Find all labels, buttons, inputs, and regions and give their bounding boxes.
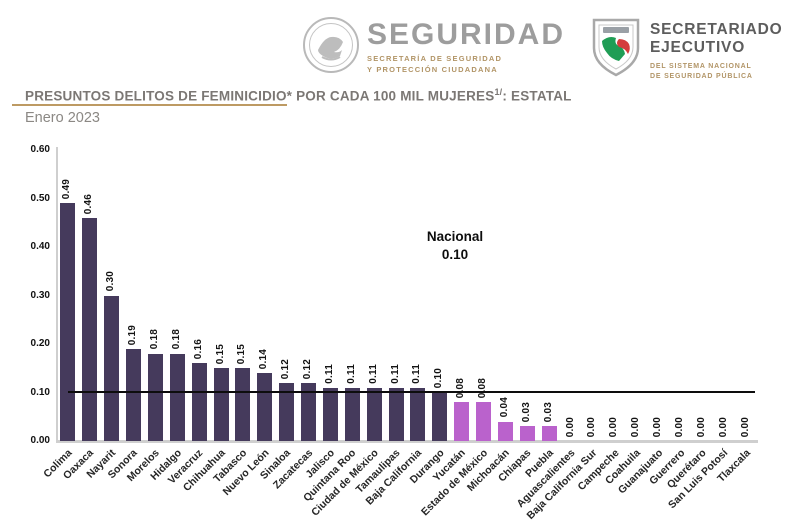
bar-value-label: 0.00 (652, 416, 664, 437)
bar (366, 387, 382, 441)
bar-value-label: 0.00 (739, 416, 751, 437)
bar (169, 353, 185, 441)
secretariado-wordmark: SECRETARIADO EJECUTIVO (650, 21, 783, 56)
y-axis-tick-label: 0.10 (30, 386, 50, 398)
bar-value-label: 0.03 (542, 402, 554, 423)
bar-value-label: 0.12 (302, 358, 314, 379)
bar (388, 387, 404, 441)
bar (301, 382, 317, 441)
bar-value-label: 0.49 (61, 179, 73, 200)
bar-value-label: 0.19 (127, 324, 139, 345)
bar (257, 373, 273, 441)
bar (519, 426, 535, 441)
bar-value-label: 0.00 (608, 416, 620, 437)
y-axis-tick-label: 0.00 (30, 435, 50, 446)
bar-value-label: 0.16 (192, 339, 204, 360)
bar (410, 387, 426, 441)
secretariado-caption: DEL SISTEMA NACIONAL DE SEGURIDAD PÚBLIC… (650, 62, 753, 81)
bar (454, 402, 470, 441)
bar (497, 421, 513, 441)
bar-value-label: 0.03 (520, 402, 532, 423)
y-axis-line (56, 147, 58, 442)
bar-value-label: 0.18 (170, 329, 182, 350)
bar (82, 217, 98, 441)
national-annotation-value: 0.10 (441, 247, 469, 263)
bar-value-label: 0.11 (367, 363, 379, 384)
bar-value-label: 0.00 (717, 416, 729, 437)
bar (126, 348, 142, 441)
bar (432, 392, 448, 441)
y-axis-tick-label: 0.30 (30, 289, 50, 301)
bar-value-label: 0.11 (345, 363, 357, 384)
y-axis-tick-label: 0.60 (30, 144, 50, 155)
y-axis-tick-label: 0.40 (30, 241, 50, 252)
bar (191, 363, 207, 441)
bar-value-label: 0.46 (83, 193, 95, 214)
bar-value-label: 0.00 (630, 416, 642, 437)
bar-value-label: 0.10 (433, 368, 445, 389)
bar-value-label: 0.00 (695, 416, 707, 437)
bar-value-label: 0.12 (280, 358, 292, 379)
national-annotation: Nacional 0.10 (395, 228, 515, 264)
page-title: PRESUNTOS DELITOS DE FEMINICIDIO* POR CA… (25, 87, 572, 104)
national-average-line (68, 391, 755, 393)
bar-value-label: 0.00 (564, 416, 576, 437)
bar-value-label: 0.11 (389, 363, 401, 384)
y-axis-tick-label: 0.50 (30, 192, 50, 204)
bar (213, 368, 229, 441)
bar-value-label: 0.08 (455, 377, 467, 399)
secretariado-shield-logo (592, 18, 640, 77)
bar-value-label: 0.14 (258, 348, 270, 370)
bar (60, 203, 76, 441)
bar (322, 387, 338, 441)
mexico-eagle-seal-logo (303, 17, 359, 73)
national-annotation-label: Nacional (426, 229, 484, 244)
bar (541, 426, 557, 441)
bar-value-label: 0.18 (148, 329, 160, 350)
bar-value-label: 0.11 (411, 363, 423, 384)
bar-value-label: 0.11 (323, 363, 335, 384)
bar-value-label: 0.04 (498, 397, 510, 418)
bar (147, 353, 163, 441)
bar-value-label: 0.15 (236, 343, 248, 365)
x-axis-line (56, 440, 758, 443)
seguridad-caption: SECRETARÍA DE SEGURIDAD Y PROTECCIÓN CIU… (367, 54, 503, 74)
bar-value-label: 0.00 (586, 416, 598, 437)
bar (476, 402, 492, 441)
bar-value-label: 0.30 (105, 271, 117, 292)
title-accent-underline (12, 104, 287, 106)
y-axis-tick-label: 0.20 (30, 338, 50, 349)
bar-value-label: 0.08 (477, 377, 489, 399)
bar (279, 382, 295, 441)
title-footnote-marker: 1/ (494, 87, 503, 97)
bar (104, 295, 120, 441)
bar-value-label: 0.00 (673, 416, 685, 437)
bar-value-label: 0.15 (214, 343, 226, 365)
bar (235, 368, 251, 441)
period-subtitle: Enero 2023 (25, 110, 100, 126)
seguridad-wordmark: SEGURIDAD (367, 18, 566, 51)
bar (344, 387, 360, 441)
